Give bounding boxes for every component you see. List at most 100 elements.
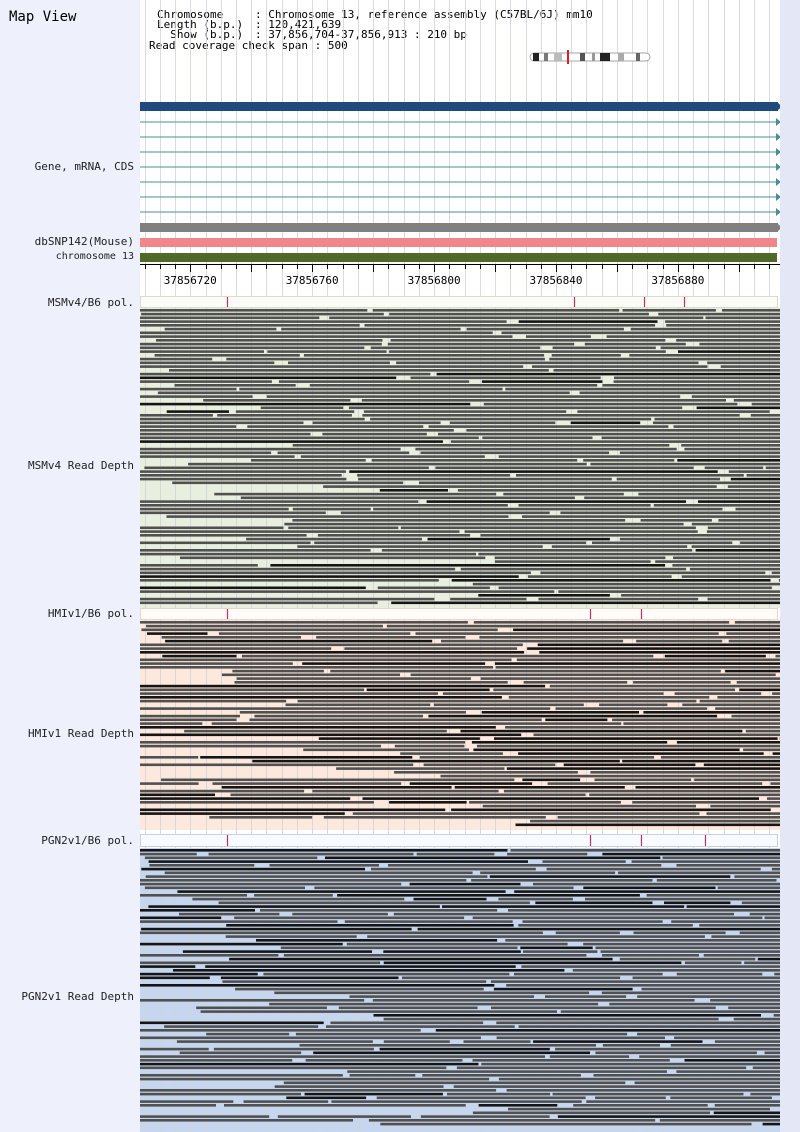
read-alignment[interactable] — [734, 621, 780, 624]
read-alignment[interactable] — [481, 380, 603, 383]
read-alignment[interactable] — [623, 722, 780, 725]
read-alignment[interactable] — [214, 492, 497, 496]
read-alignment[interactable] — [757, 957, 780, 961]
gene-track[interactable] — [140, 102, 780, 111]
read-alignment[interactable] — [540, 571, 766, 575]
read-alignment[interactable] — [229, 957, 613, 961]
read-alignment[interactable] — [174, 384, 296, 387]
read-alignment[interactable] — [140, 530, 460, 533]
read-alignment[interactable] — [583, 942, 780, 946]
read-alignment[interactable] — [498, 897, 573, 901]
read-alignment[interactable] — [773, 1014, 780, 1017]
read-alignment[interactable] — [284, 522, 684, 526]
read-alignment[interactable] — [371, 459, 578, 462]
read-alignment[interactable] — [481, 1062, 780, 1066]
read-alignment[interactable] — [714, 1040, 780, 1043]
read-alignment[interactable] — [752, 1066, 780, 1070]
read-alignment[interactable] — [480, 534, 781, 537]
read-alignment[interactable] — [743, 748, 780, 752]
read-alignment[interactable] — [422, 1074, 581, 1077]
read-alignment[interactable] — [140, 436, 479, 440]
read-alignment[interactable] — [551, 354, 621, 357]
read-alignment[interactable] — [221, 673, 400, 677]
read-alignment[interactable] — [140, 1066, 447, 1070]
read-alignment[interactable] — [323, 816, 546, 819]
read-alignment[interactable] — [498, 1077, 780, 1081]
read-alignment[interactable] — [450, 597, 527, 601]
read-alignment[interactable] — [471, 741, 668, 744]
read-alignment[interactable] — [166, 515, 509, 518]
read-alignment[interactable] — [140, 718, 237, 722]
read-alignment[interactable] — [140, 387, 237, 391]
read-alignment[interactable] — [140, 1077, 490, 1081]
read-alignment[interactable] — [435, 1029, 780, 1032]
read-alignment[interactable] — [653, 504, 780, 507]
read-alignment[interactable] — [292, 444, 670, 447]
read-alignment[interactable] — [522, 515, 780, 518]
read-alignment[interactable] — [673, 425, 781, 428]
read-alignment[interactable] — [674, 1036, 780, 1040]
read-alignment[interactable] — [140, 733, 522, 737]
read-alignment[interactable] — [691, 522, 780, 526]
read-alignment[interactable] — [676, 741, 780, 744]
read-alignment[interactable] — [734, 875, 780, 878]
read-alignment[interactable] — [140, 849, 508, 852]
read-alignment[interactable] — [558, 590, 780, 593]
read-alignment[interactable] — [140, 534, 307, 537]
read-alignment[interactable] — [184, 729, 447, 733]
read-alignment[interactable] — [705, 316, 781, 320]
read-alignment[interactable] — [164, 1025, 319, 1028]
read-alignment[interactable] — [600, 950, 780, 953]
read-alignment[interactable] — [317, 534, 471, 537]
read-alignment[interactable] — [329, 316, 704, 320]
read-alignment[interactable] — [494, 556, 666, 560]
read-alignment[interactable] — [241, 654, 654, 658]
read-alignment[interactable] — [660, 346, 780, 350]
read-alignment[interactable] — [379, 1047, 550, 1051]
read-alignment[interactable] — [730, 477, 780, 481]
read-alignment[interactable] — [336, 767, 505, 770]
read-alignment[interactable] — [140, 741, 466, 744]
read-alignment[interactable] — [371, 867, 536, 871]
read-alignment[interactable] — [670, 1096, 772, 1100]
read-alignment[interactable] — [466, 327, 624, 331]
read-alignment[interactable] — [527, 647, 780, 650]
read-alignment[interactable] — [438, 432, 780, 436]
read-alignment[interactable] — [493, 987, 633, 991]
read-alignment[interactable] — [313, 1051, 590, 1055]
transcript-lines[interactable] — [140, 118, 780, 216]
read-alignment[interactable] — [246, 537, 422, 541]
read-alignment[interactable] — [221, 786, 452, 789]
read-alignment[interactable] — [602, 384, 781, 387]
read-alignment[interactable] — [595, 1051, 757, 1055]
read-alignment[interactable] — [140, 756, 199, 759]
read-alignment[interactable] — [643, 711, 780, 714]
read-alignment[interactable] — [636, 639, 723, 643]
read-alignment[interactable] — [140, 564, 258, 567]
read-alignment[interactable] — [362, 414, 740, 417]
read-alignment[interactable] — [149, 864, 255, 867]
read-alignment[interactable] — [141, 628, 498, 632]
read-alignment[interactable] — [140, 440, 443, 443]
read-alignment[interactable] — [140, 365, 524, 368]
read-alignment[interactable] — [140, 507, 289, 511]
read-alignment[interactable] — [140, 1074, 343, 1077]
read-alignment[interactable] — [144, 856, 318, 860]
read-alignment[interactable] — [718, 519, 780, 522]
read-alignment[interactable] — [402, 976, 621, 980]
read-alignment[interactable] — [703, 954, 780, 957]
read-alignment[interactable] — [545, 718, 608, 722]
read-alignment[interactable] — [584, 342, 686, 346]
read-alignment[interactable] — [478, 1104, 558, 1107]
read-alignment[interactable] — [473, 748, 740, 752]
read-alignment[interactable] — [660, 756, 780, 759]
read-alignment[interactable] — [372, 309, 620, 312]
read-alignment[interactable] — [711, 935, 780, 938]
read-alignment[interactable] — [269, 864, 380, 867]
read-alignment[interactable] — [252, 759, 620, 763]
read-alignment[interactable] — [140, 346, 365, 350]
read-alignment[interactable] — [140, 1055, 545, 1058]
read-alignment[interactable] — [338, 1006, 478, 1010]
read-alignment[interactable] — [472, 582, 780, 586]
read-alignment[interactable] — [383, 961, 682, 965]
